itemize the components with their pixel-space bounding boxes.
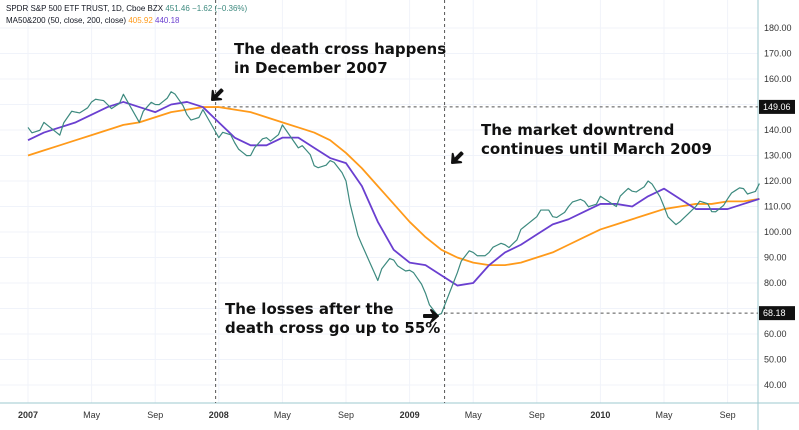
ma50-value: 440.18 [155,16,180,25]
x-tick-label: 2008 [209,410,229,420]
x-tick-label: 2010 [590,410,610,420]
annotation-death-cross: The death cross happens in December 2007 [234,40,447,77]
price-marker-badge [759,99,795,114]
y-tick-label: 130.00 [764,151,792,161]
arrow-icon [211,88,224,101]
y-tick-label: 170.00 [764,49,792,59]
y-tick-label: 140.00 [764,125,792,135]
y-tick-label: 120.00 [764,176,792,186]
series-ma200-line [27,106,760,267]
legend-ma: MA50&200 (50, close, 200, close) 405.92 … [6,16,179,25]
series-price-line [27,91,760,316]
x-tick-label: Sep [720,410,736,420]
x-tick-label: Sep [529,410,545,420]
price-marker-label: 149.06 [763,102,791,112]
x-tick-label: Sep [147,410,163,420]
y-tick-label: 80.00 [764,278,787,288]
y-tick-label: 40.00 [764,380,787,390]
x-tick-label: 2009 [400,410,420,420]
series-ma50-line [27,101,760,287]
annotation-losses: The losses after the death cross go up t… [225,300,441,337]
price-change: −1.62 (−0.36%) [192,4,248,13]
y-tick-label: 50.00 [764,355,787,365]
ma200-value: 405.92 [128,16,153,25]
x-tick-label: May [274,410,292,420]
price-marker-label: 68.18 [763,308,786,318]
price-marker-badge [759,306,795,321]
annotation-downtrend: The market downtrend continues until Mar… [481,121,712,158]
y-tick-label: 90.00 [764,253,787,263]
arrow-downtrend [451,151,464,164]
arrow-icon [423,309,439,323]
x-tick-label: May [465,410,483,420]
arrow-death-cross [211,88,224,101]
ma-label: MA50&200 (50, close, 200, close) [6,16,127,25]
symbol-label: SPDR S&P 500 ETF TRUST, 1D, Cboe BZX [6,4,164,13]
y-tick-label: 60.00 [764,329,787,339]
price-value: 451.46 [165,4,190,13]
y-tick-label: 100.00 [764,227,792,237]
y-tick-label: 180.00 [764,23,792,33]
legend-symbol: SPDR S&P 500 ETF TRUST, 1D, Cboe BZX 451… [6,4,247,13]
arrow-icon [451,151,464,164]
arrow-losses [423,309,439,323]
x-tick-label: Sep [338,410,354,420]
y-tick-label: 110.00 [764,202,791,212]
x-tick-label: 2007 [18,410,38,420]
y-tick-label: 160.00 [764,74,792,84]
x-tick-label: May [655,410,673,420]
x-tick-label: May [83,410,101,420]
